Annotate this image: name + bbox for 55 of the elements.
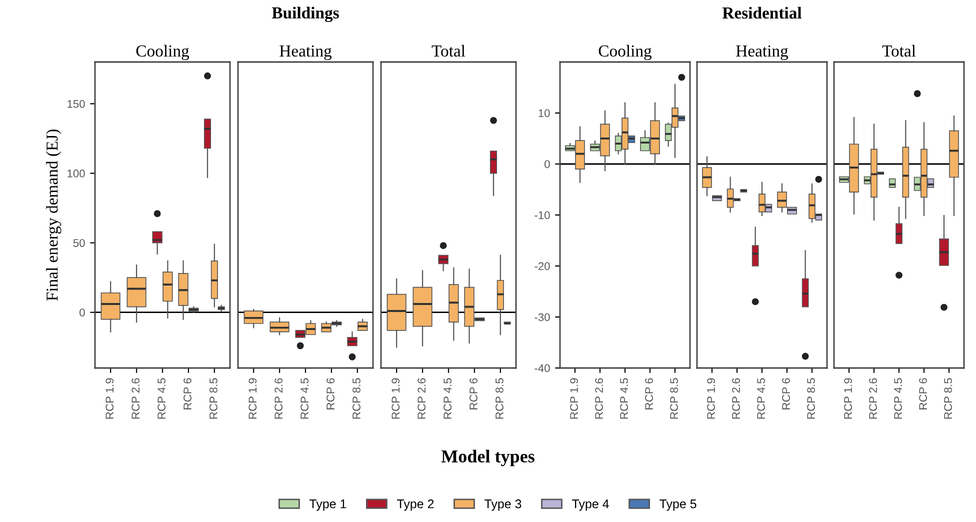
chart-subtitle: Buildings (272, 6, 339, 22)
y-tick-label: 150 (68, 100, 85, 108)
x-tick-label: RCP 4.5 (757, 378, 765, 419)
x-tick-label: RCP 8.5 (352, 378, 360, 419)
x-tick-label: RCP 4.5 (158, 378, 166, 419)
x-tick-label: RCP 4.5 (300, 378, 308, 419)
legend-label: Type 1 (309, 500, 346, 511)
chart-subtitle: Residential (722, 6, 802, 19)
x-tick-label: RCP 2.6 (418, 378, 426, 419)
x-tick-label: RCP 6 (782, 378, 790, 410)
x-axis-title: Model types (441, 450, 534, 466)
x-tick-label: RCP 8.5 (944, 378, 952, 419)
chart-title: Heating (736, 45, 788, 60)
chart-title: Cooling (136, 44, 190, 60)
x-tick-label: RCP 8.5 (670, 378, 678, 419)
x-tick-label: RCP 8.5 (210, 378, 218, 419)
y-tick-label: -40 (534, 364, 550, 372)
legend-label: Type 2 (396, 499, 434, 511)
y-tick-label: 0 (80, 308, 85, 316)
y-tick-label: -20 (534, 262, 550, 270)
x-tick-label: RCP 1.9 (570, 378, 578, 419)
x-tick-label: RCP 6 (470, 378, 478, 410)
x-tick-label: RCP 6 (645, 378, 653, 410)
legend-label: Type 4 (572, 500, 609, 511)
chart-title: Cooling (598, 44, 652, 60)
x-tick-label: RCP 2.6 (732, 378, 740, 419)
x-tick-label: RCP 6 (184, 378, 192, 410)
x-tick-label: RCP 1.9 (844, 378, 852, 419)
chart-title: Heating (280, 45, 332, 60)
x-tick-label: RCP 8.5 (496, 378, 504, 419)
x-tick-label: RCP 1.9 (707, 378, 715, 419)
x-tick-label: RCP 8.5 (807, 378, 815, 419)
legend-label: Type 3 (484, 499, 522, 511)
x-tick-label: RCP 6 (919, 378, 927, 410)
x-tick-label: RCP 4.5 (444, 378, 452, 419)
x-tick-label: RCP 2.6 (869, 378, 877, 419)
y-tick-label: -30 (534, 313, 550, 322)
x-tick-label: RCP 6 (326, 378, 334, 410)
y-tick-label: 100 (68, 170, 85, 178)
y-axis-title: Final energy demand (EJ) (46, 130, 62, 301)
x-tick-label: RCP 4.5 (894, 378, 902, 419)
chart-title: Total (432, 44, 466, 57)
x-tick-label: RCP 1.9 (106, 378, 114, 419)
y-tick-label: 10 (538, 109, 550, 118)
x-tick-label: RCP 1.9 (392, 378, 400, 419)
y-tick-label: 0 (544, 160, 550, 168)
x-tick-label: RCP 2.6 (132, 378, 140, 419)
x-tick-label: RCP 1.9 (248, 378, 257, 419)
chart-title: Total (882, 44, 916, 57)
y-tick-label: -10 (534, 211, 550, 220)
x-tick-label: RCP 2.6 (595, 378, 603, 419)
x-tick-label: RCP 2.6 (274, 378, 283, 419)
legend-label: Type 5 (660, 500, 696, 511)
y-tick-label: 50 (73, 239, 85, 247)
x-tick-label: RCP 4.5 (620, 378, 628, 419)
